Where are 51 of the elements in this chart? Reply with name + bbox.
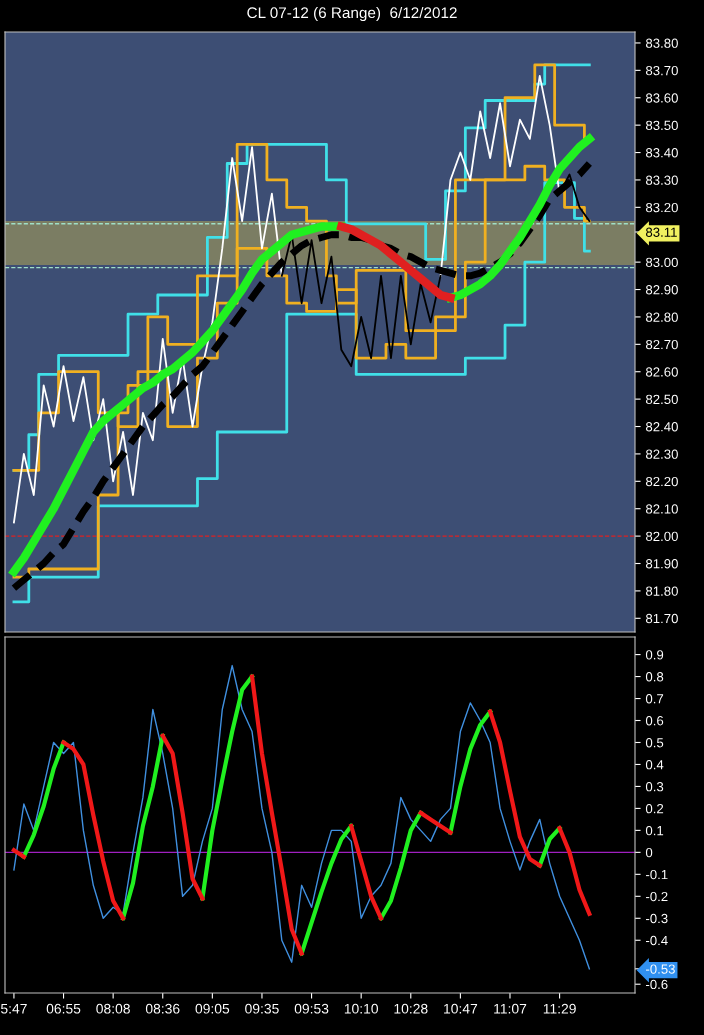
y-tick-label: 83.11 (645, 227, 677, 237)
y-tick-label: 0.2 (645, 803, 664, 814)
y-tick-label: 82.50 (645, 394, 678, 405)
x-tick-label: 11:07 (494, 1003, 527, 1014)
y-tick-label: 83.40 (645, 148, 678, 158)
y-tick-label: 82.70 (645, 339, 678, 350)
y-tick-label: 83.80 (645, 38, 678, 48)
y-tick-label: -0.3 (646, 913, 668, 924)
y-tick-label: 82.90 (645, 285, 678, 295)
y-tick-label: -0.6 (646, 979, 668, 990)
y-tick-label: 81.80 (645, 586, 678, 596)
y-tick-label: 83.60 (645, 93, 678, 103)
y-tick-label: 0 (645, 847, 653, 858)
y-tick-label: 83.00 (645, 257, 678, 268)
x-tick-label: 10:10 (344, 1003, 379, 1014)
y-tick-label: 82.40 (645, 422, 678, 432)
y-tick-label: -0.4 (646, 935, 668, 946)
x-tick-label: 06:55 (46, 1003, 81, 1014)
y-tick-label: 81.70 (645, 613, 678, 624)
x-tick-label: 09:35 (245, 1003, 279, 1014)
y-tick-label: 0.6 (645, 716, 664, 726)
x-tick-label: 08:36 (145, 1003, 180, 1014)
y-tick-label: 0.9 (645, 650, 664, 660)
y-tick-label: 0.7 (645, 694, 664, 704)
x-tick-label: 5:47 (0, 1003, 27, 1014)
y-tick-label: 82.80 (645, 312, 678, 322)
y-tick-label: 83.50 (645, 120, 678, 131)
y-tick-label: -0.1 (646, 869, 668, 880)
x-tick-label: 08:08 (96, 1003, 130, 1014)
x-tick-label: 10:47 (444, 1003, 478, 1014)
y-tick-label: 82.60 (645, 367, 678, 377)
y-tick-label: 83.30 (645, 175, 678, 185)
x-tick-label: 11:29 (543, 1003, 576, 1014)
y-tick-label: -0.2 (646, 891, 668, 902)
y-tick-label: 82.30 (645, 449, 678, 459)
y-tick-label: 82.00 (645, 531, 678, 542)
y-tick-label: 0.4 (645, 760, 664, 770)
x-tick-label: 09:05 (195, 1003, 230, 1014)
y-tick-label: 83.20 (645, 202, 678, 213)
x-tick-label: 10:28 (394, 1003, 428, 1014)
y-tick-label: 0.8 (645, 672, 664, 682)
y-tick-label: 82.20 (645, 476, 678, 487)
y-tick-label: -0.53 (646, 964, 675, 974)
chart-title: CL 07-12 (6 Range) 6/12/2012 (247, 6, 457, 22)
y-tick-label: 82.10 (645, 504, 678, 514)
x-tick-label: 09:53 (294, 1003, 329, 1014)
y-tick-label: 0.1 (645, 825, 664, 836)
y-tick-label: 0.3 (645, 782, 664, 792)
y-tick-label: 83.70 (645, 65, 678, 76)
y-tick-label: 81.90 (645, 559, 678, 569)
y-tick-label: 0.5 (645, 738, 664, 748)
